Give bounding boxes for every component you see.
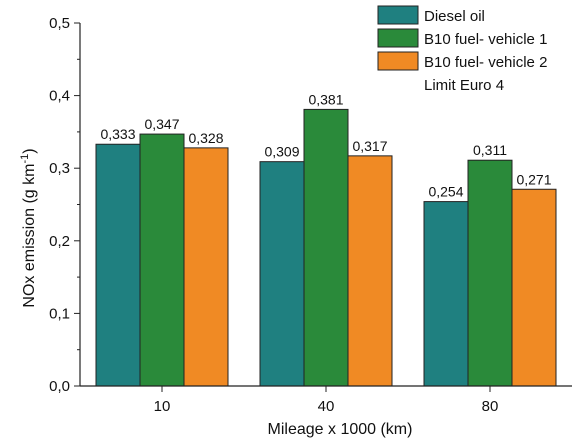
legend-label-limit: Limit Euro 4: [424, 77, 504, 94]
data-label-0-0: 0,333: [100, 126, 135, 142]
data-label-1-2: 0,311: [473, 142, 507, 158]
legend-label-0: Diesel oil: [424, 8, 485, 25]
bar-1-2: [467, 159, 513, 387]
y-tick-label-0: 0,0: [49, 378, 70, 395]
y-axis-title: NOx emission (g km-1): [19, 148, 38, 307]
legend-label-1: B10 fuel- vehicle 1: [424, 31, 547, 48]
data-label-0-1: 0,309: [264, 144, 299, 160]
data-label-2-0: 0,328: [188, 130, 223, 146]
bar-0-2: [423, 201, 469, 387]
bar-0-1: [259, 161, 305, 387]
data-label-2-2: 0,271: [516, 171, 551, 187]
bar-2-1: [347, 155, 393, 387]
bars-layer: [95, 108, 557, 387]
bar-1-0: [139, 133, 185, 387]
legend-swatch-0: [377, 5, 419, 25]
legend: Diesel oil B10 fuel- vehicle 1 B10 fuel- v…: [377, 5, 547, 94]
legend-swatch-2: [377, 51, 419, 71]
y-tick-label-3: 0,3: [49, 160, 70, 177]
legend-label-2: B10 fuel- vehicle 2: [424, 54, 547, 71]
labels-layer: 0,333 0,347 0,328 0,309 0,381 0,317 0,254 0,311…: [100, 91, 551, 199]
data-label-1-0: 0,347: [144, 116, 179, 132]
data-label-1-1: 0,381: [308, 91, 343, 107]
y-tick-label-2: 0,2: [49, 233, 70, 250]
y-tick-label-5: 0,5: [49, 15, 70, 32]
y-axis-title-main: NOx emission (g km: [21, 164, 38, 308]
bar-2-0: [183, 147, 229, 387]
y-axis-title-end: ): [21, 148, 38, 153]
axes-layer: 10 40 80 0,0 0,1 0,2 0,3 0,4 0,5: [49, 15, 572, 415]
y-axis-title-sup: -1: [19, 154, 31, 164]
x-tick-label-0: 10: [154, 398, 171, 415]
data-label-0-2: 0,254: [428, 184, 463, 200]
x-tick-label-2: 80: [482, 398, 499, 415]
y-tick-label-1: 0,1: [49, 305, 70, 322]
legend-swatch-1: [377, 28, 419, 48]
bar-0-0: [95, 143, 141, 387]
y-tick-label-4: 0,4: [49, 88, 70, 105]
bar-2-2: [511, 188, 557, 387]
bar-1-1: [303, 108, 349, 387]
x-tick-label-1: 40: [318, 398, 335, 415]
data-label-2-1: 0,317: [352, 138, 387, 154]
x-axis-title: Mileage x 1000 (km): [268, 421, 413, 438]
